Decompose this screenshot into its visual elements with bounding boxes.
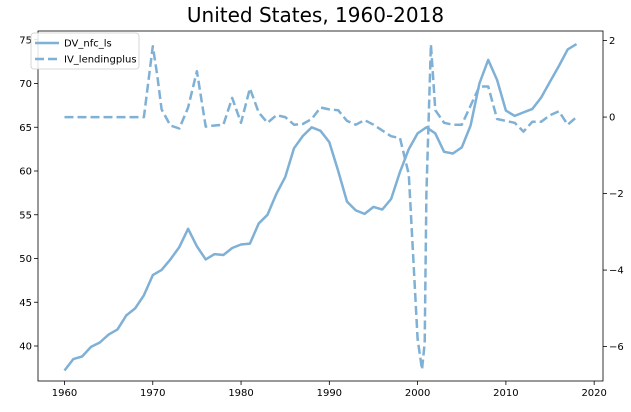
left-y-tick-label: 65: [19, 123, 32, 134]
x-tick-label: 2010: [493, 388, 518, 399]
right-y-tick-label: −4: [609, 266, 624, 277]
x-axis: 1960 1970 1980 1990 2000 2010 2020: [52, 381, 607, 399]
left-y-tick-label: 70: [19, 79, 32, 90]
x-tick-label: 1970: [140, 388, 165, 399]
series-layer: [63, 43, 578, 372]
x-tick-label: 2020: [581, 388, 606, 399]
left-y-tick-label: 50: [19, 254, 32, 265]
plot-area-frame: [37, 30, 604, 382]
left-y-tick-label: 60: [19, 167, 32, 178]
left-y-axis: 40 45 50 55 60 65 70 75: [19, 35, 38, 353]
legend-label-iv-lendingplus: IV_lendingplus: [64, 55, 137, 66]
right-y-tick-label: −6: [609, 342, 624, 353]
left-y-tick-label: 40: [19, 342, 32, 353]
legend: DV_nfc_ls IV_lendingplus: [30, 32, 140, 70]
left-y-tick-label: 55: [19, 210, 32, 221]
right-y-tick-label: 0: [609, 113, 615, 124]
x-tick-label: 1990: [317, 388, 342, 399]
right-y-tick-label: 2: [609, 36, 615, 47]
chart-title: United States, 1960-2018: [187, 3, 444, 27]
x-tick-label: 2000: [405, 388, 430, 399]
right-y-tick-label: −2: [609, 189, 624, 200]
series-line-iv-lendingplus: [64, 43, 578, 371]
right-y-axis: −6 −4 −2 0 2: [603, 36, 624, 353]
x-tick-label: 1980: [228, 388, 253, 399]
series-line-dv-nfc-ls: [63, 43, 578, 372]
left-y-tick-label: 75: [19, 35, 32, 46]
legend-label-dv-nfc-ls: DV_nfc_ls: [64, 39, 112, 50]
x-tick-label: 1960: [52, 388, 77, 399]
left-y-tick-label: 45: [19, 298, 32, 309]
